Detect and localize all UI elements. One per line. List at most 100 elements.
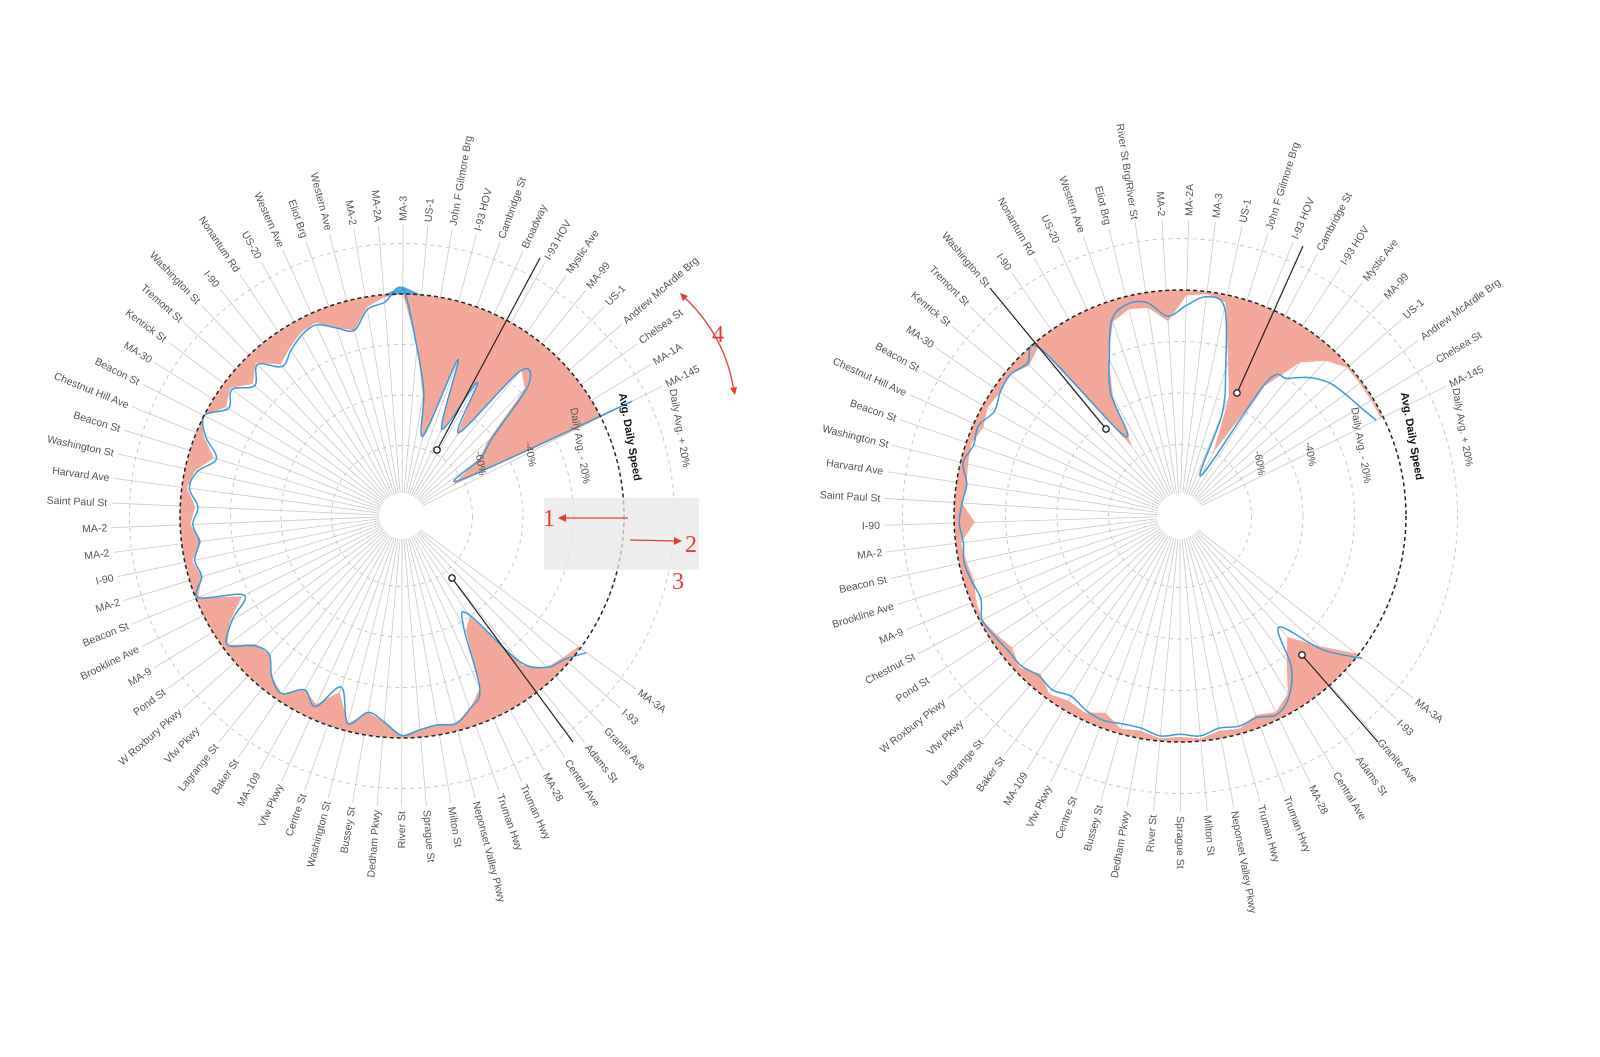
decrease-segment [439,306,495,434]
grid-ring [280,394,524,638]
street-label: MA-28 [540,771,566,804]
spoke [168,341,387,505]
decrease-segment [1225,294,1248,362]
street-label: Neponset Valley Pkwy [1228,810,1259,915]
street-label: Mystic Ave [1361,237,1401,284]
spoke [123,429,384,511]
grid-ring [331,445,473,587]
pointer-line [451,577,574,743]
decrease-segment [966,423,984,445]
street-label: I-93 HOV [1338,224,1372,267]
annotation-arrowhead-1 [558,514,566,522]
decrease-segment [1359,381,1374,401]
street-label: Beacon St [838,574,888,596]
spoke [1183,226,1243,497]
decrease-segment [1035,330,1133,447]
decrease-segment [1100,712,1121,734]
street-label: MA-2 [856,547,883,562]
decrease-segment [960,442,972,464]
decrease-segment [223,644,256,663]
right-ring-labels: -60% -40% Daily Avg. - 20% Avg. Daily Sp… [1251,387,1475,484]
spoke [1186,534,1286,793]
street-label: Harvard Ave [51,465,110,484]
street-label: I-90 [862,520,881,533]
street-label: Eliot Brg [1092,185,1113,227]
street-label: MA-1A [651,341,685,368]
street-label: I-93 HOV [472,187,495,232]
speed-line [188,286,633,737]
spoke [376,535,401,807]
decrease-segment [455,332,543,437]
pointer-line [436,257,541,451]
left-area-fills [180,286,601,738]
spoke [352,535,399,803]
decrease-segment [310,691,340,726]
decrease-segment [1159,736,1181,742]
street-label: Washington St [305,800,334,869]
street-label: River St [396,811,408,848]
right-average-speed-ring [953,289,1407,743]
street-label: US-1 [423,198,437,223]
street-label: MA-109 [235,771,264,809]
street-label: Vfw Pkwy [1024,783,1055,830]
street-label: Pond St [131,687,168,719]
pointer-dot [1298,651,1306,659]
street-label: Adams St [582,742,620,785]
street-label: I-90 [201,268,222,290]
spoke [239,274,392,500]
spoke [409,534,523,782]
street-label: MA-2 [1154,191,1168,217]
decrease-segment [204,399,227,416]
street-label: Adams St [1353,754,1390,798]
street-label: MA-99 [584,260,613,292]
annotation-arrow-2 [629,539,677,542]
annotation-arrow-4 [682,295,735,393]
spoke [183,322,388,504]
spoke [403,226,429,497]
decrease-segment [469,688,494,726]
increase-segment [402,286,422,295]
decrease-segment [1046,694,1069,710]
decrease-segment [327,691,348,731]
spoke [946,528,1165,700]
street-label: Chelsea St [1434,329,1484,366]
spoke [414,531,586,743]
spoke [153,526,386,669]
decrease-segment [964,580,977,603]
street-label: Pond St [894,675,932,705]
street-label: Chestnut St [863,651,917,687]
street-label: I-93 [619,707,641,728]
decrease-segment [439,314,512,434]
left-ring-label-plus20: Daily Avg. + 20% [667,388,693,468]
decrease-segment [1081,712,1106,728]
spoke [884,498,1161,516]
spoke [377,225,401,497]
spoke [1192,282,1363,501]
decrease-segment [1325,351,1350,368]
pointer-dot [448,574,456,582]
grid-ring [902,238,1458,794]
street-label: John F Gilmore Brg [448,135,476,227]
annotation-number-2: 2 [685,532,697,558]
spoke [199,530,389,727]
spoke [111,516,383,529]
spoke [414,290,587,501]
spoke [401,224,404,497]
center-hole [1157,493,1203,539]
spoke [238,532,392,758]
pointer-dot [1102,425,1110,433]
decrease-segment [1068,309,1114,398]
spoke [260,261,393,499]
pointer-line [989,287,1107,430]
annotation-arrowhead-4a [680,293,688,301]
street-label: MA-2 [82,522,108,535]
spoke [1190,532,1334,770]
street-label: Washington St [46,433,115,459]
decrease-segment [1286,660,1315,710]
spoke [167,527,387,689]
spoke [1181,221,1216,497]
spoke [154,362,386,506]
decrease-segment [451,400,601,486]
spoke [329,233,398,497]
decrease-segment [465,616,527,710]
